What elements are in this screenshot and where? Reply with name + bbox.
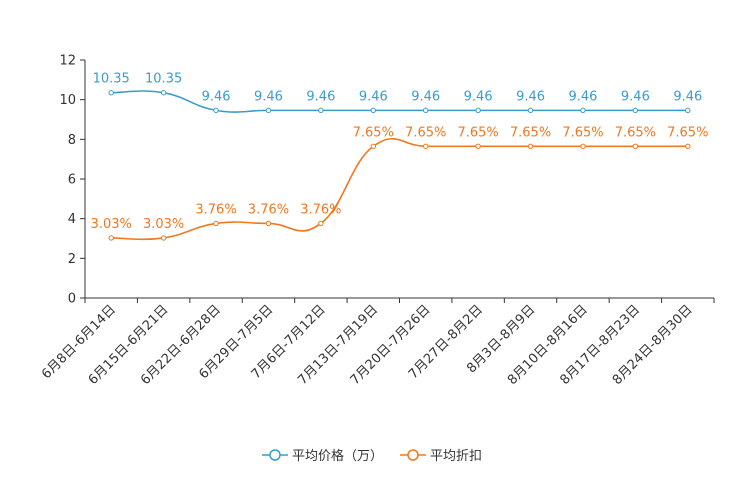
data-label: 9.46 <box>673 89 702 104</box>
data-label: 9.46 <box>202 89 231 104</box>
data-label: 7.65% <box>615 125 656 140</box>
y-tick-label: 2 <box>68 252 76 267</box>
data-label: 9.46 <box>516 89 545 104</box>
data-label: 7.65% <box>457 125 498 140</box>
chart-legend[interactable]: 平均价格（万） 平均折扣 <box>262 448 482 464</box>
data-label: 3.03% <box>143 217 184 232</box>
data-point <box>423 107 429 114</box>
data-point <box>423 143 429 149</box>
data-point <box>527 107 534 114</box>
data-point <box>580 143 586 149</box>
data-point <box>475 107 481 114</box>
data-point <box>685 143 691 149</box>
legend-item-1[interactable]: 平均折扣 <box>400 449 482 464</box>
data-label: 9.46 <box>411 89 440 104</box>
data-label: 3.76% <box>300 202 341 217</box>
data-label: 9.46 <box>359 89 388 104</box>
data-point <box>580 107 586 114</box>
data-point <box>265 107 272 114</box>
chart-series: 10.35 10.35 9.46 9.46 9.46 9.46 9.46 9.46 9.46 9.… <box>91 72 708 241</box>
data-label: 7.65% <box>353 125 394 140</box>
data-label: 3.76% <box>248 202 289 217</box>
data-point <box>632 143 639 149</box>
data-label: 7.65% <box>405 125 446 140</box>
data-label: 10.35 <box>93 72 130 87</box>
legend-marker-icon <box>407 449 419 461</box>
data-label: 7.65% <box>510 125 551 140</box>
data-point <box>108 90 114 96</box>
data-label: 7.65% <box>562 125 603 140</box>
data-point <box>213 220 219 227</box>
data-point <box>108 235 114 241</box>
data-point <box>265 220 272 227</box>
data-point <box>475 143 481 149</box>
data-point <box>632 107 639 114</box>
series-line <box>111 90 688 113</box>
data-label: 9.46 <box>306 89 335 104</box>
legend-marker-icon <box>269 449 281 461</box>
data-label: 9.46 <box>621 89 650 104</box>
series-0: 10.35 10.35 9.46 9.46 9.46 9.46 9.46 9.46 9.46 9.… <box>93 72 702 114</box>
legend-label: 平均价格（万） <box>292 448 383 464</box>
data-label: 9.46 <box>254 89 283 104</box>
data-point <box>318 220 324 227</box>
data-point <box>370 143 376 149</box>
legend-label: 平均折扣 <box>430 449 482 464</box>
y-tick-label: 10 <box>59 93 76 108</box>
y-tick-label: 12 <box>59 54 76 69</box>
data-point <box>160 90 167 96</box>
data-point <box>318 107 324 114</box>
y-tick-label: 8 <box>68 133 76 148</box>
data-label: 10.35 <box>145 72 182 87</box>
series-1: 3.03% 3.03% 3.76% 3.76% 3.76% 7.65% 7.65% 7.65%… <box>91 125 708 241</box>
data-label: 9.46 <box>568 89 597 104</box>
data-point <box>527 143 534 149</box>
data-point <box>160 235 167 241</box>
y-tick-label: 6 <box>68 173 76 188</box>
y-tick-label: 0 <box>68 292 76 307</box>
data-point <box>370 107 376 114</box>
legend-item-0[interactable]: 平均价格（万） <box>262 448 383 464</box>
data-point <box>213 107 219 114</box>
data-label: 3.03% <box>91 217 132 232</box>
y-tick-label: 4 <box>68 212 76 227</box>
data-label: 9.46 <box>464 89 493 104</box>
data-label: 3.76% <box>195 202 236 217</box>
data-point <box>685 107 691 114</box>
series-line <box>111 137 688 241</box>
data-label: 7.65% <box>667 125 708 140</box>
